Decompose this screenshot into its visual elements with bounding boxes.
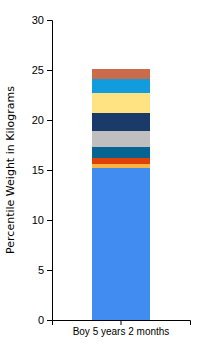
y-tick: 30	[32, 14, 52, 26]
y-tick-label: 0	[38, 314, 44, 326]
x-tick-label: Boy 5 years 2 months	[73, 326, 170, 337]
x-tick-mark	[121, 320, 122, 325]
y-tick-label: 25	[32, 64, 44, 76]
bar-segment	[92, 93, 150, 113]
x-tick: Boy 5 years 2 months	[73, 320, 170, 337]
y-tick-label: 30	[32, 14, 44, 26]
y-tick: 0	[38, 314, 52, 326]
y-tick: 25	[32, 64, 52, 76]
bar-segment	[92, 79, 150, 93]
y-tick: 15	[32, 164, 52, 176]
y-tick-mark	[47, 270, 52, 271]
bar-segment	[92, 164, 150, 168]
chart: 0 5 10 15 20 25 30 Boy 5 years 2 months Percenti…	[0, 0, 200, 350]
y-axis-title: Percentile Weight in Kilograms	[4, 86, 17, 254]
y-tick-mark	[47, 70, 52, 71]
y-tick-mark	[47, 170, 52, 171]
bar-segment	[92, 158, 150, 164]
y-tick-label: 20	[32, 114, 44, 126]
y-tick: 20	[32, 114, 52, 126]
y-tick-mark	[47, 320, 52, 321]
y-tick: 5	[38, 264, 52, 276]
bars	[92, 69, 150, 320]
y-axis: 0 5 10 15 20 25 30	[32, 14, 53, 326]
y-tick-label: 15	[32, 164, 44, 176]
bar-segment	[92, 131, 150, 147]
x-axis: Boy 5 years 2 months	[53, 320, 191, 337]
y-tick-mark	[47, 220, 52, 221]
y-tick: 10	[32, 214, 52, 226]
bar-segment	[92, 147, 150, 158]
bar-segment	[92, 168, 150, 320]
y-tick-label: 10	[32, 214, 44, 226]
y-axis-line	[47, 21, 53, 321]
y-tick-mark	[47, 120, 52, 121]
bar-segment	[92, 113, 150, 131]
bar-segment	[92, 69, 150, 79]
y-tick-mark	[47, 20, 52, 21]
x-axis-line	[53, 321, 191, 326]
y-tick-label: 5	[38, 264, 44, 276]
